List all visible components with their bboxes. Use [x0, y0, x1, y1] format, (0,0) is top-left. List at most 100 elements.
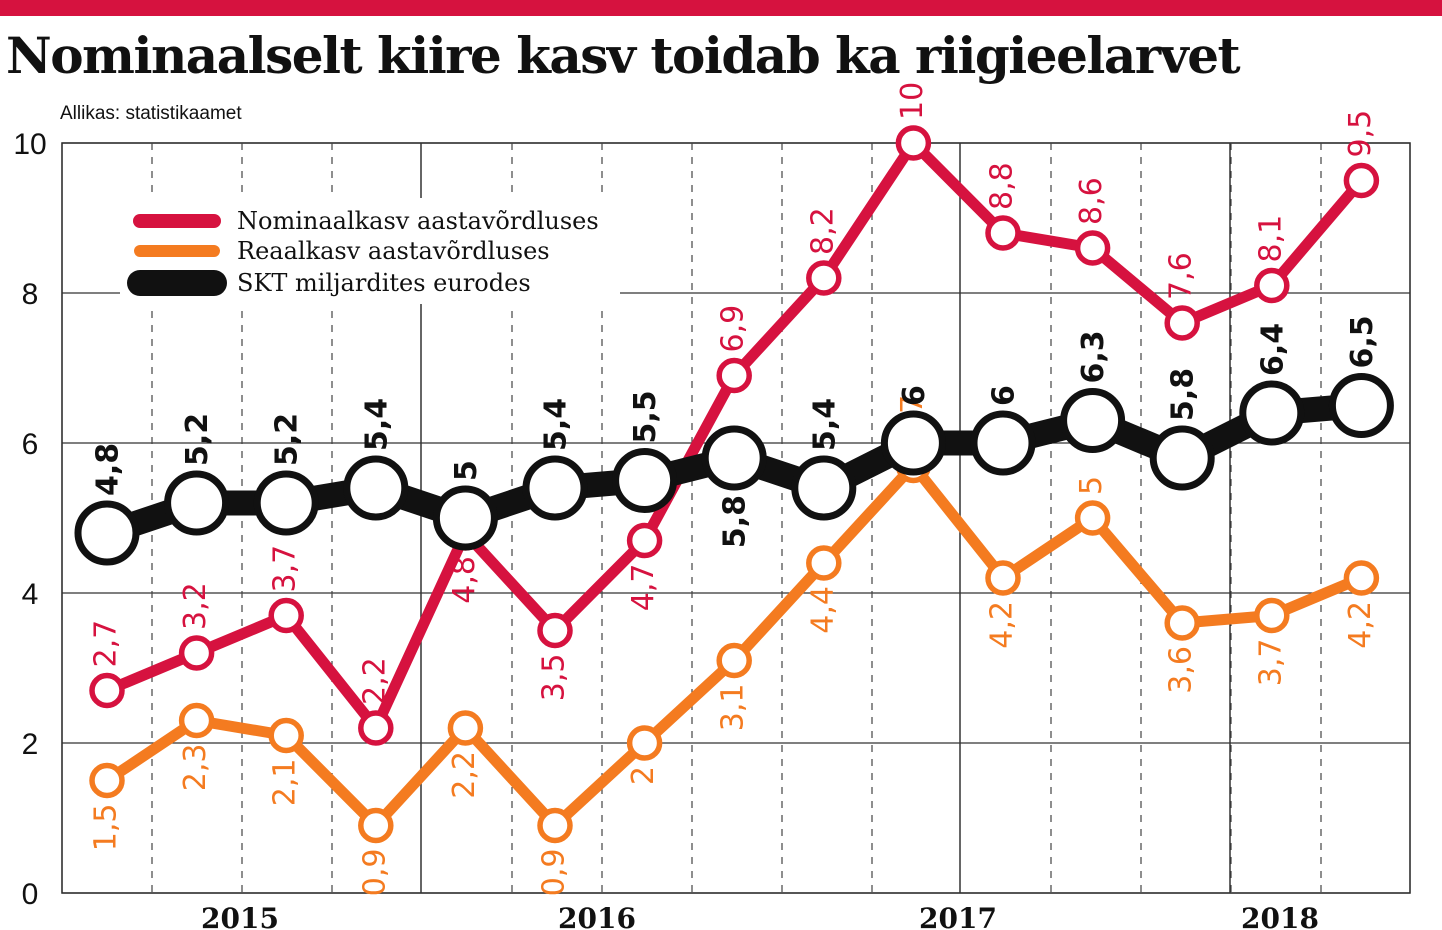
data-label-gdp: 6	[897, 385, 932, 406]
data-label-nominal: 4,8	[447, 556, 482, 604]
data-label-nominal: 8,6	[1074, 177, 1109, 225]
data-label-gdp: 6	[987, 385, 1022, 406]
data-label-real: 1,5	[89, 804, 124, 852]
data-point-gdp	[791, 455, 857, 521]
data-label-real: 0,9	[357, 849, 392, 897]
data-label-nominal: 7,6	[1164, 252, 1199, 300]
data-label-gdp: 5,4	[539, 398, 574, 451]
y-tick-label: 4	[22, 578, 39, 611]
y-tick-label: 10	[13, 128, 46, 161]
legend-label-real: Reaalkasv aastavõrdluses	[237, 237, 550, 265]
data-label-real: 4,2	[1343, 601, 1378, 649]
data-label-real: 2,2	[447, 751, 482, 799]
data-label-real: 2	[626, 766, 661, 785]
x-year-label: 2017	[919, 902, 997, 930]
data-label-gdp: 5,2	[270, 413, 305, 466]
source-note: Allikas: statistikaamet	[60, 103, 242, 124]
data-label-gdp: 5,2	[180, 413, 215, 466]
data-point-real	[626, 725, 663, 761]
data-point-nominal	[1074, 230, 1111, 266]
data-label-gdp: 5,4	[807, 398, 842, 451]
data-label-gdp: 5,4	[359, 398, 394, 451]
data-point-real	[1074, 500, 1111, 536]
data-label-nominal: 3,2	[178, 582, 213, 630]
data-label-nominal: 2,2	[357, 657, 392, 705]
legend-label-gdp: SKT miljardites eurodes	[237, 269, 531, 297]
data-point-nominal	[806, 260, 842, 296]
data-label-nominal: 8,1	[1253, 215, 1288, 263]
data-label-nominal: 3,5	[537, 654, 572, 702]
data-point-gdp	[522, 455, 588, 521]
data-label-real: 4,4	[805, 586, 840, 634]
data-label-gdp: 6,5	[1345, 315, 1380, 368]
data-label-real: 3,1	[716, 684, 751, 732]
data-point-nominal	[1254, 267, 1290, 304]
data-point-gdp	[970, 410, 1036, 476]
x-year-label: 2016	[558, 902, 636, 930]
data-point-nominal	[626, 522, 663, 559]
data-point-nominal	[358, 710, 394, 746]
data-point-gdp	[1239, 380, 1305, 446]
data-point-real	[806, 545, 842, 581]
data-point-nominal	[1343, 162, 1380, 199]
data-label-real: 3,6	[1164, 646, 1199, 694]
data-label-real: 2,1	[268, 759, 303, 807]
data-label-real: 3,7	[1253, 639, 1288, 687]
data-point-gdp	[612, 448, 678, 513]
data-point-real	[1254, 597, 1290, 634]
x-year-label: 2015	[201, 902, 279, 930]
data-label-nominal: 4,7	[626, 564, 661, 612]
top-accent-bar	[0, 0, 1442, 16]
data-label-gdp: 5,8	[718, 495, 753, 548]
data-label-nominal: 2,7	[89, 620, 124, 668]
data-point-real	[537, 807, 573, 844]
data-label-gdp: 5,8	[1166, 368, 1201, 421]
data-label-gdp: 5	[449, 460, 484, 481]
data-point-gdp	[74, 500, 140, 566]
data-point-real	[268, 717, 304, 754]
data-label-gdp: 5,5	[628, 390, 663, 443]
data-point-real	[447, 710, 484, 746]
data-label-nominal: 9,5	[1343, 110, 1378, 158]
y-tick-label: 8	[22, 278, 39, 311]
data-label-gdp: 6,3	[1076, 330, 1111, 383]
data-label-real: 4,2	[985, 601, 1020, 649]
data-label-gdp: 4,8	[91, 443, 126, 496]
data-point-gdp	[701, 425, 767, 491]
data-point-real	[358, 807, 394, 844]
data-point-gdp	[253, 470, 319, 536]
data-point-gdp	[1060, 388, 1126, 453]
data-point-nominal	[985, 215, 1021, 251]
data-point-gdp	[1149, 425, 1215, 491]
y-tick-label: 0	[22, 878, 39, 911]
y-tick-label: 2	[22, 728, 39, 761]
data-point-gdp	[343, 455, 409, 521]
data-label-gdp: 6,4	[1255, 323, 1290, 376]
data-label-real: 2,3	[178, 744, 213, 792]
data-point-gdp	[880, 410, 946, 476]
data-point-nominal	[716, 357, 752, 394]
chart-title: Nominaalselt kiire kasv toidab ka riigie…	[6, 26, 1241, 85]
data-label-real: 5	[1074, 476, 1109, 495]
data-label-nominal: 3,7	[268, 545, 303, 593]
x-year-label: 2018	[1241, 902, 1319, 930]
data-point-gdp	[164, 470, 230, 536]
data-point-nominal	[1164, 305, 1200, 341]
data-point-real	[1343, 560, 1380, 596]
data-label-real: 0,9	[537, 849, 572, 897]
data-point-real	[716, 642, 752, 679]
data-point-real	[1164, 605, 1200, 641]
data-point-real	[178, 702, 215, 739]
y-tick-label: 6	[22, 428, 39, 461]
data-point-real	[985, 560, 1021, 596]
data-label-nominal: 10	[895, 82, 930, 120]
data-point-nominal	[89, 672, 125, 709]
data-point-gdp	[1328, 373, 1394, 438]
data-point-real	[89, 762, 125, 799]
data-point-nominal	[537, 612, 573, 649]
data-point-nominal	[178, 635, 215, 671]
legend-label-nominal: Nominaalkasv aastavõrdluses	[237, 207, 599, 235]
data-point-gdp	[432, 485, 498, 551]
data-label-nominal: 6,9	[716, 305, 751, 353]
